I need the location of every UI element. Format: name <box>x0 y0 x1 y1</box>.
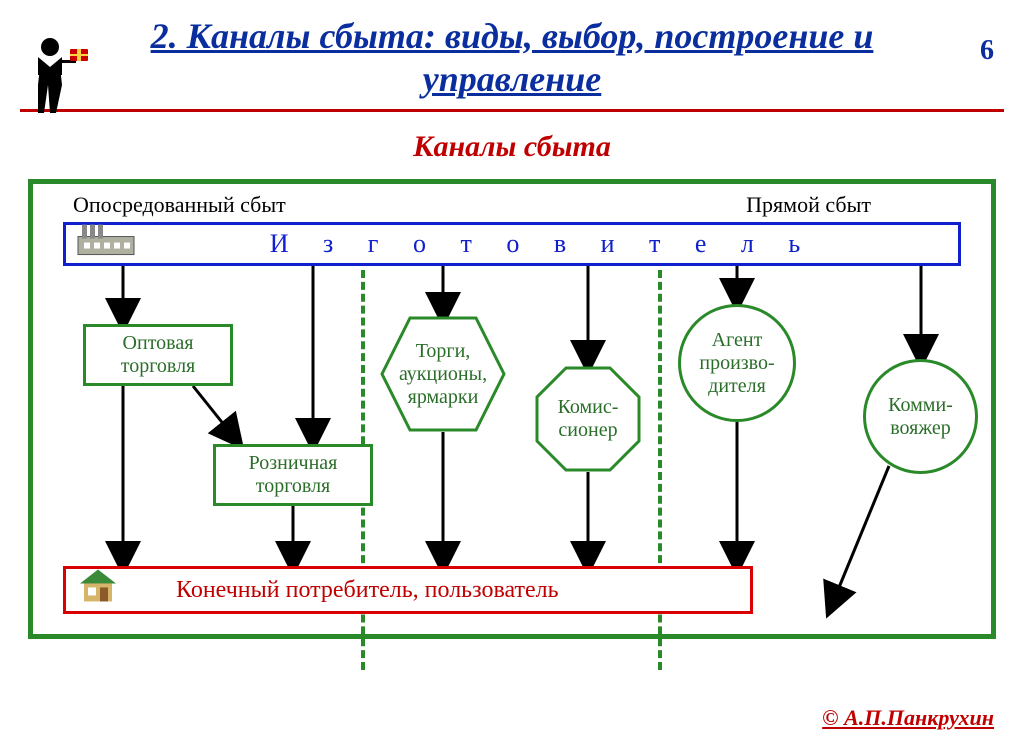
wholesale-label: Оптовая торговля <box>121 332 196 378</box>
node-retail: Розничная торговля <box>213 444 373 506</box>
waiter-icon <box>18 35 88 115</box>
commission-label: Комис- сионер <box>533 364 643 474</box>
title-rule <box>20 109 1004 112</box>
footer-credit: © А.П.Панкрухин <box>822 705 994 731</box>
auction-label: Торги, аукционы, ярмарки <box>378 314 508 434</box>
node-wholesale: Оптовая торговля <box>83 324 233 386</box>
node-commission: Комис- сионер <box>533 364 643 474</box>
subtitle: Каналы сбыта <box>0 130 1024 164</box>
page-number: 6 <box>980 35 994 67</box>
node-auction: Торги, аукционы, ярмарки <box>378 314 508 434</box>
retail-label: Розничная торговля <box>249 452 338 498</box>
agent-label: Агент произво- дителя <box>699 329 774 398</box>
node-agent: Агент произво- дителя <box>678 304 796 422</box>
consumer-label: Конечный потребитель, пользователь <box>176 577 559 604</box>
page-title: 2. Каналы сбыта: виды, выбор, построение… <box>100 15 924 101</box>
house-icon <box>76 568 120 609</box>
node-traveler: Комми- вояжер <box>863 359 978 474</box>
node-consumer: Конечный потребитель, пользователь <box>63 566 753 614</box>
channels-diagram: Опосредованный сбыт Прямой сбыт И з г о … <box>28 179 996 639</box>
traveler-label: Комми- вояжер <box>888 394 953 440</box>
